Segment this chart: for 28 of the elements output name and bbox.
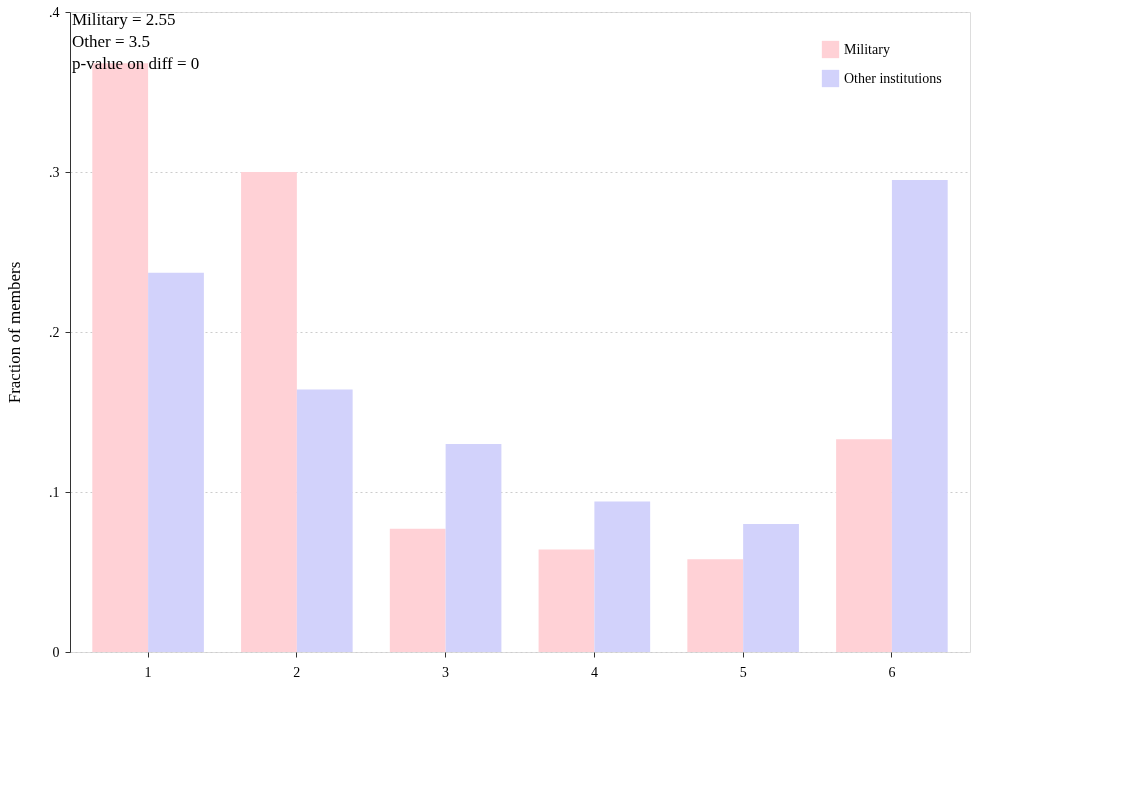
- bar: [743, 524, 799, 652]
- y-tick-label: .4: [49, 4, 60, 20]
- bar: [445, 444, 502, 652]
- y-tick-label: .3: [49, 164, 60, 180]
- x-tick-label: 1: [144, 664, 152, 680]
- legend-label: Other institutions: [844, 70, 942, 86]
- bar: [148, 272, 204, 652]
- bar: [296, 389, 353, 652]
- bar: [594, 501, 651, 652]
- bar: [687, 559, 744, 652]
- y-tick-label: .2: [49, 324, 60, 340]
- annotation: Other = 3.5: [72, 32, 151, 51]
- bar: [538, 549, 595, 652]
- y-axis-title: Fraction of members: [5, 261, 24, 404]
- bar: [836, 439, 892, 652]
- legend-label: Military: [844, 41, 890, 57]
- x-tick-label: 4: [590, 664, 598, 680]
- x-tick-label: 6: [888, 664, 896, 680]
- x-tick-label: 5: [739, 664, 747, 680]
- annotation: Military = 2.55: [72, 10, 176, 29]
- bar: [241, 172, 297, 652]
- annotation: p-value on diff = 0: [72, 54, 200, 73]
- y-tick-label: 0: [52, 644, 60, 660]
- x-tick-label: 2: [293, 664, 301, 680]
- bar: [389, 528, 446, 652]
- x-tick-label: 3: [442, 664, 450, 680]
- y-tick-label: .1: [49, 484, 60, 500]
- bar: [891, 180, 948, 652]
